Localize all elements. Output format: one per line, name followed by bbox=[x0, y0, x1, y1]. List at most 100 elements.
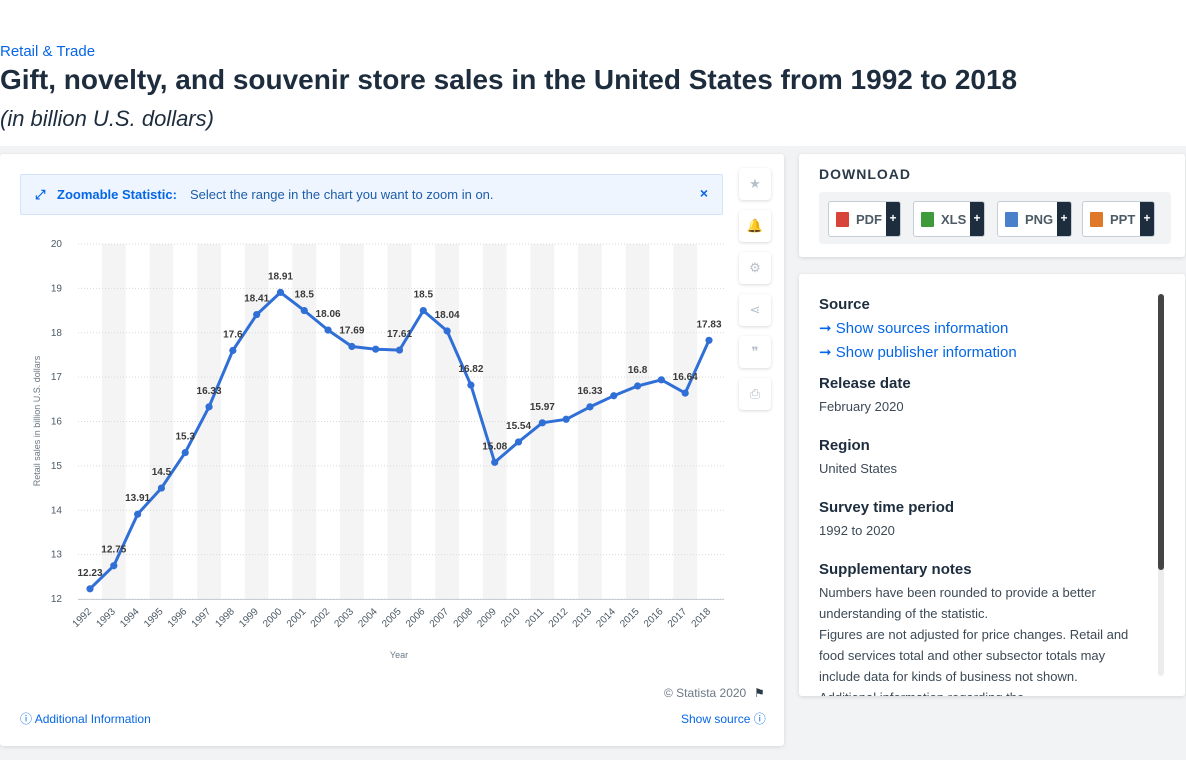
share-icon[interactable]: ⋖ bbox=[739, 294, 771, 326]
x-tick-label: 2009 bbox=[475, 606, 499, 630]
download-pdf-button[interactable]: PDF + bbox=[828, 201, 901, 237]
data-point bbox=[229, 346, 237, 355]
data-label: 14.5 bbox=[152, 467, 172, 478]
download-title: DOWNLOAD bbox=[819, 166, 911, 182]
x-tick-label: 2016 bbox=[642, 606, 666, 630]
x-tick-label: 1995 bbox=[142, 606, 166, 630]
flag-icon[interactable]: ⚑ bbox=[754, 686, 765, 700]
source-heading: Source bbox=[819, 296, 870, 313]
data-point bbox=[253, 310, 261, 319]
data-point bbox=[705, 336, 713, 344]
data-label: 17.61 bbox=[387, 329, 412, 340]
data-point bbox=[157, 484, 166, 492]
x-tick-label: 2017 bbox=[666, 606, 690, 630]
region-value: United States bbox=[819, 461, 898, 476]
column-band bbox=[482, 244, 507, 599]
survey-period-heading: Survey time period bbox=[819, 499, 955, 516]
x-tick-label: 2004 bbox=[356, 606, 380, 630]
data-label: 18.04 bbox=[435, 310, 460, 321]
zoom-banner: ⤢ Zoomable Statistic: Select the range i… bbox=[20, 174, 723, 215]
supplementary-notes-2: Figures are not adjusted for price chang… bbox=[819, 627, 1129, 684]
ppt-file-icon bbox=[1090, 212, 1103, 227]
y-tick-label: 15 bbox=[51, 461, 63, 472]
column-band bbox=[673, 244, 698, 599]
download-ppt-label: PPT bbox=[1110, 212, 1136, 227]
close-icon[interactable]: × bbox=[699, 185, 708, 201]
x-axis-label: Year bbox=[390, 650, 408, 660]
data-point bbox=[348, 342, 356, 351]
x-tick-label: 2002 bbox=[309, 606, 333, 630]
data-point bbox=[467, 381, 475, 389]
column-band bbox=[578, 244, 602, 599]
download-xls-label: XLS bbox=[941, 212, 967, 227]
region-heading: Region bbox=[819, 437, 870, 454]
y-tick-label: 16 bbox=[51, 417, 63, 428]
data-label: 16.33 bbox=[577, 386, 602, 397]
column-band bbox=[197, 244, 221, 599]
statistic-info-card: Source ➞ Show sources information ➞ Show… bbox=[799, 274, 1185, 696]
arrow-right-icon: ➞ bbox=[819, 320, 836, 337]
page-title: Gift, novelty, and souvenir store sales … bbox=[0, 64, 1018, 95]
notification-bell-icon[interactable]: 🔔 bbox=[739, 210, 771, 242]
data-label: 16.64 bbox=[673, 372, 698, 383]
data-point bbox=[657, 376, 665, 384]
data-point bbox=[681, 389, 689, 397]
chart-card: ⤢ Zoomable Statistic: Select the range i… bbox=[0, 154, 784, 746]
data-label: 18.5 bbox=[414, 290, 434, 301]
download-png-button[interactable]: PNG + bbox=[997, 201, 1072, 237]
x-tick-label: 1997 bbox=[190, 606, 214, 630]
x-tick-label: 2014 bbox=[594, 606, 618, 630]
cite-quote-icon[interactable]: ❞ bbox=[739, 336, 771, 368]
download-buttons: PDF + XLS + PNG + PPT + bbox=[819, 192, 1171, 244]
data-point bbox=[514, 438, 523, 446]
info-scrollbar-thumb[interactable] bbox=[1158, 294, 1164, 570]
x-tick-label: 2000 bbox=[261, 606, 285, 630]
info-scrollbar[interactable] bbox=[1158, 294, 1164, 676]
data-label: 18.91 bbox=[268, 271, 293, 282]
download-ppt-button[interactable]: PPT + bbox=[1082, 201, 1155, 237]
x-tick-label: 1993 bbox=[94, 606, 118, 630]
copyright-text: © Statista 2020 bbox=[664, 686, 747, 700]
breadcrumb[interactable]: Retail & Trade bbox=[0, 43, 96, 60]
print-icon[interactable]: ⎙ bbox=[739, 378, 771, 410]
arrow-right-icon: ➞ bbox=[819, 344, 836, 361]
y-axis-label: Retail sales in billion U.S. dollars bbox=[32, 355, 42, 486]
survey-period-value: 1992 to 2020 bbox=[819, 523, 895, 538]
data-point bbox=[181, 448, 189, 457]
download-xls-button[interactable]: XLS + bbox=[913, 201, 985, 237]
supplementary-notes-heading: Supplementary notes bbox=[819, 561, 972, 578]
data-point bbox=[491, 458, 499, 466]
show-sources-link[interactable]: ➞ Show sources information bbox=[819, 317, 1139, 341]
header-band bbox=[0, 0, 1186, 146]
plus-icon: + bbox=[970, 202, 984, 236]
plus-icon: + bbox=[1140, 202, 1154, 236]
data-point bbox=[633, 382, 642, 390]
plus-icon: + bbox=[1057, 202, 1071, 236]
data-label: 17.83 bbox=[696, 319, 721, 330]
y-tick-label: 14 bbox=[51, 505, 63, 516]
pdf-file-icon bbox=[836, 212, 849, 227]
zoom-banner-text: Select the range in the chart you want t… bbox=[190, 187, 494, 202]
favorite-star-icon[interactable]: ★ bbox=[739, 168, 771, 200]
expand-arrows-icon: ⤢ bbox=[35, 187, 46, 202]
data-label: 15.54 bbox=[506, 421, 531, 432]
y-tick-label: 20 bbox=[51, 239, 63, 250]
data-label: 15.3 bbox=[175, 432, 195, 443]
show-source-label: Show source bbox=[681, 712, 751, 726]
data-point bbox=[610, 392, 618, 400]
settings-gear-icon[interactable]: ⚙ bbox=[739, 252, 771, 284]
show-publisher-link[interactable]: ➞ Show publisher information bbox=[819, 341, 1139, 365]
column-band bbox=[101, 244, 126, 599]
x-tick-label: 2006 bbox=[404, 606, 428, 630]
show-publisher-label: Show publisher information bbox=[835, 344, 1017, 361]
x-tick-label: 2015 bbox=[618, 606, 642, 630]
info-circle-icon: ⓘ bbox=[20, 712, 35, 726]
additional-information-link[interactable]: ⓘ Additional Information bbox=[20, 710, 151, 727]
data-point bbox=[443, 327, 451, 335]
x-tick-label: 2003 bbox=[332, 606, 356, 630]
show-source-link[interactable]: Show source ⓘ bbox=[681, 710, 766, 727]
download-card: DOWNLOAD PDF + XLS + PNG + PPT + bbox=[799, 154, 1185, 257]
x-tick-label: 2012 bbox=[547, 606, 571, 630]
data-point bbox=[205, 403, 213, 411]
